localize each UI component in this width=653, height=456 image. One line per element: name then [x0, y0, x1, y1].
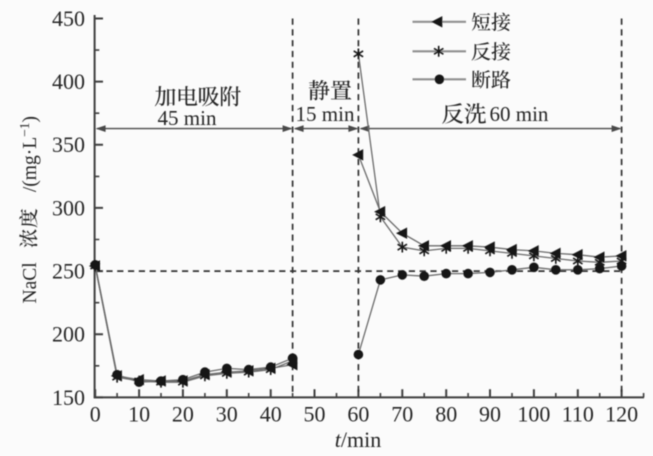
svg-text:60: 60	[347, 401, 369, 426]
svg-text:350: 350	[52, 132, 85, 157]
svg-text:70: 70	[391, 401, 413, 426]
svg-text:NaCl: NaCl	[20, 262, 41, 304]
svg-text:450: 450	[52, 6, 85, 31]
svg-text:0: 0	[90, 401, 101, 426]
svg-text:45 min: 45 min	[158, 106, 217, 130]
svg-text:300: 300	[52, 195, 85, 220]
svg-text:40: 40	[260, 401, 282, 426]
svg-text:250: 250	[52, 259, 85, 284]
svg-text:200: 200	[52, 322, 85, 347]
svg-text:150: 150	[52, 385, 85, 410]
svg-text:10: 10	[128, 401, 150, 426]
svg-text:120: 120	[605, 401, 638, 426]
svg-text:20: 20	[172, 401, 194, 426]
svg-text:t/min: t/min	[335, 427, 381, 452]
svg-text:80: 80	[435, 401, 457, 426]
svg-text:15 min: 15 min	[296, 102, 355, 126]
svg-text:30: 30	[216, 401, 238, 426]
svg-text:90: 90	[479, 401, 501, 426]
svg-text:400: 400	[52, 69, 85, 94]
svg-text:60 min: 60 min	[490, 102, 549, 126]
svg-text:50: 50	[304, 401, 326, 426]
svg-text:100: 100	[517, 401, 550, 426]
svg-text:110: 110	[562, 401, 594, 426]
